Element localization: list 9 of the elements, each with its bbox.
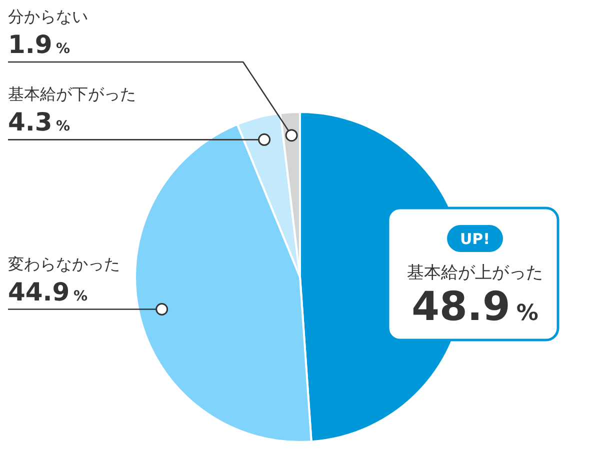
legend-label: 基本給が上がった	[407, 263, 543, 283]
data-label: 44.9%	[8, 277, 88, 306]
slice-label: 変わらなかった	[8, 254, 120, 274]
data-label: 48.9%	[412, 284, 538, 330]
slice-label: 分からない	[8, 7, 88, 26]
text: UP!	[460, 230, 490, 248]
data-label: 1.9%	[8, 30, 70, 59]
data-label: 4.3%	[8, 108, 70, 137]
slice-label: 基本給が下がった	[8, 84, 136, 104]
